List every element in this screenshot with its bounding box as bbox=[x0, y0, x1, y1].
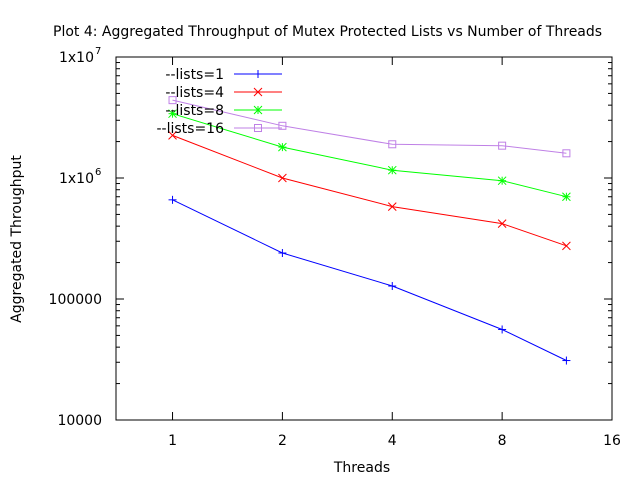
data-point bbox=[253, 105, 263, 115]
data-point bbox=[254, 70, 262, 78]
data-point bbox=[387, 165, 397, 175]
plot-border bbox=[115, 56, 613, 421]
marker-stroke bbox=[562, 192, 571, 202]
y-tick-label: 100000 bbox=[49, 292, 102, 308]
marker-stroke bbox=[388, 140, 397, 149]
data-point bbox=[498, 325, 507, 334]
marker-stroke bbox=[278, 121, 287, 130]
marker-stroke bbox=[253, 87, 263, 97]
marker-stroke bbox=[168, 96, 177, 105]
data-point bbox=[562, 241, 571, 251]
y-tick-exponent: 7 bbox=[95, 46, 101, 57]
series-lists-16 bbox=[168, 96, 571, 158]
series-line bbox=[172, 113, 567, 198]
legend-label: --lists=8 bbox=[165, 103, 224, 119]
marker-stroke bbox=[497, 219, 507, 228]
plot-area bbox=[115, 56, 613, 421]
series-line bbox=[172, 99, 567, 154]
data-point bbox=[278, 121, 287, 130]
x-axis-label: Threads bbox=[333, 460, 390, 476]
marker-stroke bbox=[254, 124, 262, 132]
x-axis: 1 2 4 8 16 bbox=[168, 57, 621, 449]
series-line bbox=[172, 199, 567, 361]
series-line bbox=[172, 134, 567, 247]
x-tick-label: 8 bbox=[498, 433, 507, 449]
data-point bbox=[168, 96, 177, 105]
data-point bbox=[498, 141, 507, 150]
series-lists-8 bbox=[168, 109, 571, 202]
x-tick-label: 2 bbox=[278, 433, 287, 449]
data-point bbox=[168, 195, 177, 204]
marker-stroke bbox=[168, 131, 177, 140]
data-point bbox=[388, 282, 397, 291]
legend-label: --lists=16 bbox=[156, 121, 224, 137]
data-point bbox=[562, 149, 571, 158]
legend-label: --lists=1 bbox=[165, 67, 224, 83]
data-point bbox=[278, 142, 287, 152]
x-tick-label: 16 bbox=[603, 433, 621, 449]
marker-stroke bbox=[253, 105, 263, 115]
data-point bbox=[168, 109, 177, 119]
data-point bbox=[562, 192, 571, 202]
y-tick-label: 1x10 bbox=[59, 171, 94, 187]
marker-stroke bbox=[168, 109, 177, 119]
marker-stroke bbox=[562, 241, 571, 251]
data-point bbox=[388, 140, 397, 149]
data-point bbox=[254, 124, 262, 132]
y-tick-label: 1x10 bbox=[59, 50, 94, 66]
data-point bbox=[168, 131, 177, 140]
data-point bbox=[278, 248, 287, 257]
data-point bbox=[497, 219, 507, 228]
legend: --lists=1 --lists=4 --lists=8 --lists=16 bbox=[156, 67, 282, 137]
y-axis-label: Aggregated Throughput bbox=[9, 155, 25, 323]
marker-stroke bbox=[387, 165, 397, 175]
data-point bbox=[278, 173, 287, 183]
legend-label: --lists=4 bbox=[165, 85, 224, 101]
data-point bbox=[387, 202, 397, 211]
marker-stroke bbox=[387, 202, 397, 211]
marker-stroke bbox=[562, 149, 571, 158]
series-layer bbox=[168, 96, 571, 365]
x-tick-label: 4 bbox=[388, 433, 397, 449]
marker-stroke bbox=[497, 176, 507, 186]
data-point bbox=[253, 87, 263, 97]
y-tick-exponent: 6 bbox=[95, 167, 101, 178]
data-point bbox=[562, 356, 571, 365]
data-point bbox=[497, 176, 507, 186]
y-tick-label: 10000 bbox=[57, 413, 102, 429]
marker-stroke bbox=[498, 141, 507, 150]
series-lists-4 bbox=[168, 131, 571, 251]
chart-title: Plot 4: Aggregated Throughput of Mutex P… bbox=[53, 24, 602, 40]
x-tick-label: 1 bbox=[168, 433, 177, 449]
marker-stroke bbox=[278, 173, 287, 183]
marker-stroke bbox=[278, 142, 287, 152]
series-lists-1 bbox=[168, 195, 571, 365]
